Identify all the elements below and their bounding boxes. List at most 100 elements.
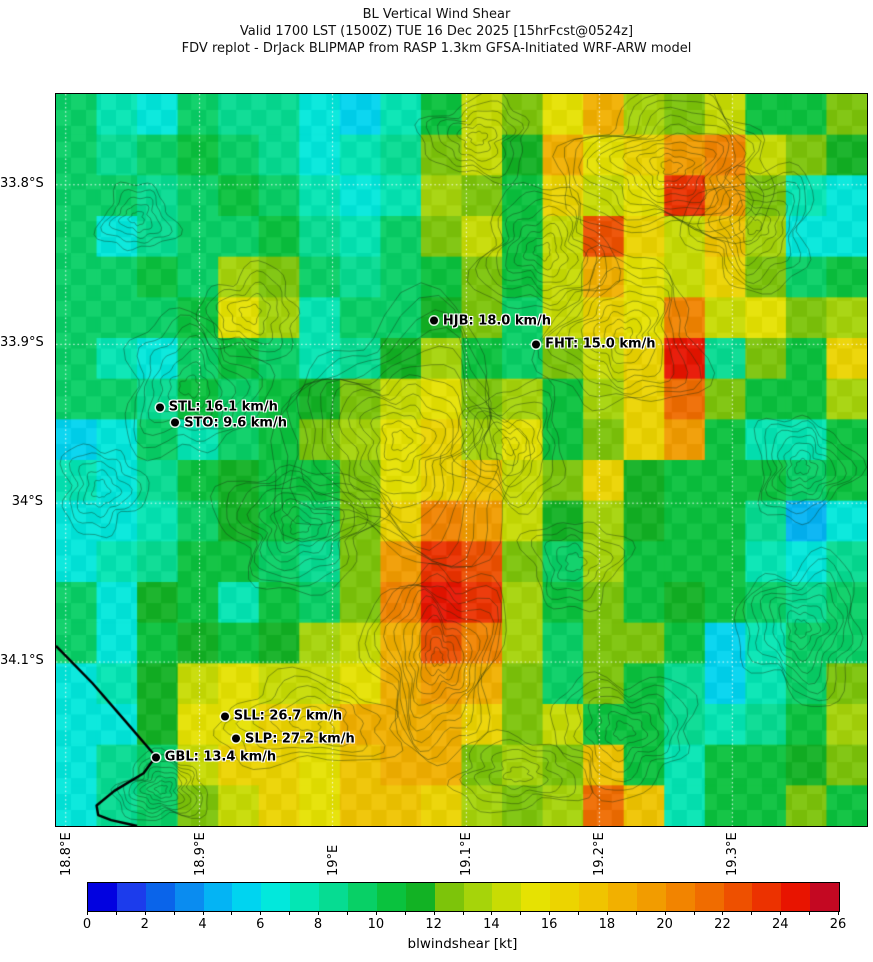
colorbar-segment — [348, 883, 377, 911]
colorbar-tick-label: 4 — [198, 917, 207, 932]
x-tick-label: 19.3°E — [725, 832, 741, 876]
x-tick-label: 19°E — [325, 844, 341, 876]
station-label: STL: 16.1 km/h — [168, 399, 278, 415]
colorbar-tick — [462, 911, 464, 915]
colorbar-segment — [521, 883, 551, 911]
colorbar-tick — [722, 911, 724, 915]
colorbar-segment — [434, 883, 464, 911]
colorbar-segment — [88, 883, 117, 911]
station-marker-HJB: HJB: 18.0 km/h — [429, 313, 552, 329]
colorbar-tick — [520, 911, 522, 915]
colorbar-segment — [752, 883, 782, 911]
colorbar-tick-label: 12 — [425, 917, 442, 932]
colorbar-tick — [115, 911, 117, 915]
colorbar-tick-label: 18 — [598, 917, 616, 932]
colorbar-segment — [608, 883, 637, 911]
colorbar-segment — [319, 883, 349, 911]
longitude-axis: 18.8°E 18.9°E 19°E 19.1°E 19.2°E 19.3°E — [55, 826, 866, 880]
colorbar-tick-label: 8 — [313, 917, 323, 932]
colorbar-tick — [318, 911, 320, 915]
station-dot-icon — [232, 734, 241, 743]
latitude-axis: 33.8°S 33.9°S 34°S 34.1°S — [0, 93, 49, 825]
valid-time-subtitle: Valid 1700 LST (1500Z) TUE 16 Dec 2025 [… — [239, 24, 634, 39]
colorbar-tick — [635, 911, 637, 915]
colorbar-tick — [606, 911, 608, 915]
y-tick-label: 34°S — [11, 494, 43, 510]
station-label: SLP: 27.2 km/h — [245, 731, 355, 747]
colorbar-segment — [232, 883, 262, 911]
station-label: SLL: 26.7 km/h — [233, 708, 343, 724]
colorbar-tick — [404, 911, 406, 915]
x-tick-label: 18.8°E — [58, 832, 74, 876]
colorbar-segment — [203, 883, 233, 911]
station-dot-icon — [171, 418, 180, 427]
colorbar-tick — [809, 911, 811, 915]
station-label: HJB: 18.0 km/h — [442, 313, 552, 329]
title-block: BL Vertical Wind Shear Valid 1700 LST (1… — [0, 6, 873, 57]
colorbar-ticks: 0 2 4 6 8 10 12 14 16 18 20 22 24 26 — [83, 911, 846, 935]
station-marker-FHT: FHT: 15.0 km/h — [532, 336, 656, 352]
colorbar-tick — [693, 911, 695, 915]
y-tick-label: 33.8°S — [0, 175, 44, 191]
colorbar-tick — [260, 911, 262, 915]
colorbar-tick — [838, 911, 839, 915]
colorbar-tick-label: 10 — [367, 917, 385, 932]
colorbar-tick — [289, 911, 291, 915]
x-tick-label: 19.1°E — [459, 832, 475, 876]
colorbar-segment — [463, 883, 493, 911]
colorbar-tick-label: 20 — [656, 917, 673, 932]
colorbar-segment — [492, 883, 522, 911]
y-tick-label: 33.9°S — [0, 335, 44, 351]
colorbar-tick — [578, 911, 580, 915]
windshear-map: HJB: 18.0 km/h FHT: 15.0 km/h STL: 16.1 km… — [55, 93, 868, 827]
station-dot-icon — [151, 753, 160, 762]
colorbar-segment — [723, 883, 753, 911]
model-source-subtitle: FDV replot - DrJack BLIPMAP from RASP 1.… — [181, 41, 692, 56]
colorbar-tick-label: 2 — [140, 917, 149, 932]
colorbar-title: blwindshear [kt] — [407, 936, 518, 952]
colorbar-segment — [174, 883, 204, 911]
station-label: STO: 9.6 km/h — [184, 415, 287, 431]
y-tick-label: 34.1°S — [0, 653, 44, 669]
station-marker-STL: STL: 16.1 km/h — [155, 399, 278, 415]
colorbar-segment — [665, 883, 695, 911]
colorbar-segment — [376, 883, 406, 911]
colorbar-segment — [636, 883, 666, 911]
station-dot-icon — [429, 316, 438, 325]
colorbar-tick-label: 24 — [771, 917, 789, 932]
colorbar-tick — [491, 911, 493, 915]
colorbar-tick-label: 0 — [82, 917, 92, 932]
colorbar-tick — [549, 911, 551, 915]
colorbar-segment — [579, 883, 609, 911]
colorbar-segment — [145, 883, 175, 911]
colorbar-segment — [550, 883, 580, 911]
station-marker-SLL: SLL: 26.7 km/h — [220, 708, 343, 724]
x-tick-label: 19.2°E — [592, 832, 608, 876]
colorbar-segment — [290, 883, 320, 911]
colorbar-tick — [87, 911, 88, 915]
colorbar-segment — [810, 883, 840, 911]
colorbar — [87, 882, 840, 912]
colorbar-tick — [231, 911, 233, 915]
colorbar-tick — [173, 911, 175, 915]
station-label: FHT: 15.0 km/h — [545, 336, 656, 352]
colorbar-segment — [694, 883, 724, 911]
colorbar-tick — [144, 911, 146, 915]
colorbar-tick — [375, 911, 377, 915]
windshear-raster-canvas — [56, 94, 867, 826]
x-tick-label: 18.9°E — [192, 832, 208, 876]
station-label: GBL: 13.4 km/h — [164, 749, 277, 765]
station-marker-GBL: GBL: 13.4 km/h — [151, 749, 277, 765]
colorbar-segment — [781, 883, 811, 911]
station-marker-STO: STO: 9.6 km/h — [171, 415, 287, 430]
station-dot-icon — [155, 403, 164, 412]
colorbar-segment — [405, 883, 435, 911]
colorbar-tick-label: 16 — [540, 917, 558, 932]
page-title: BL Vertical Wind Shear — [362, 7, 511, 22]
colorbar-tick — [202, 911, 204, 915]
colorbar-tick-label: 14 — [483, 917, 500, 932]
colorbar-tick-label: 26 — [829, 917, 847, 932]
colorbar-tick-label: 6 — [256, 917, 265, 932]
station-marker-SLP: SLP: 27.2 km/h — [232, 731, 355, 746]
